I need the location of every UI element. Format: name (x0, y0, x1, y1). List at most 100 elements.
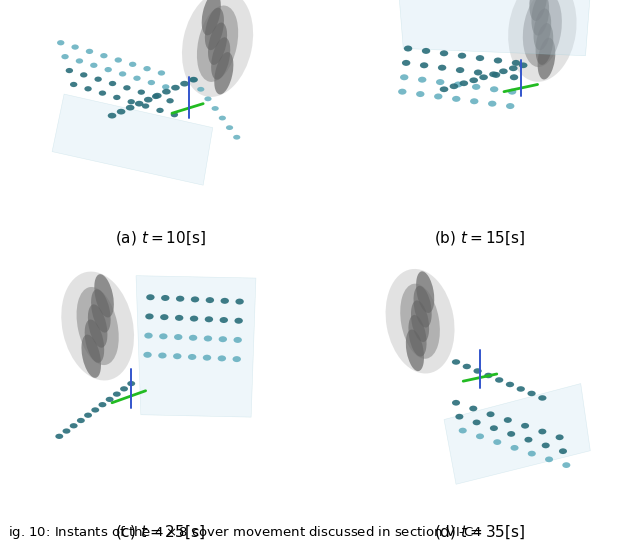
Ellipse shape (197, 5, 238, 82)
Ellipse shape (402, 60, 410, 66)
Ellipse shape (212, 106, 219, 111)
Ellipse shape (413, 286, 432, 328)
Ellipse shape (472, 84, 481, 90)
Ellipse shape (202, 0, 221, 35)
Text: (b) $t = 15$[s]: (b) $t = 15$[s] (435, 229, 525, 247)
Ellipse shape (400, 74, 408, 80)
Ellipse shape (218, 355, 226, 361)
Ellipse shape (469, 77, 478, 83)
Ellipse shape (440, 87, 449, 92)
Ellipse shape (204, 96, 212, 101)
Ellipse shape (538, 38, 556, 80)
Ellipse shape (494, 57, 502, 63)
Ellipse shape (459, 428, 467, 433)
Ellipse shape (99, 402, 106, 407)
Ellipse shape (109, 81, 116, 86)
Ellipse shape (113, 95, 120, 100)
Ellipse shape (385, 269, 454, 373)
Ellipse shape (81, 335, 101, 378)
Ellipse shape (159, 334, 168, 340)
Ellipse shape (84, 319, 104, 363)
Ellipse shape (162, 89, 171, 94)
Ellipse shape (127, 99, 135, 105)
Ellipse shape (171, 112, 178, 117)
Ellipse shape (182, 0, 253, 97)
Ellipse shape (61, 54, 68, 59)
Ellipse shape (234, 318, 243, 324)
Polygon shape (444, 384, 590, 485)
Ellipse shape (538, 395, 547, 401)
Ellipse shape (463, 364, 471, 370)
Ellipse shape (527, 391, 536, 396)
Ellipse shape (492, 72, 500, 78)
Ellipse shape (534, 8, 551, 50)
Polygon shape (52, 94, 212, 185)
Ellipse shape (455, 414, 463, 420)
Ellipse shape (146, 294, 155, 300)
Ellipse shape (95, 76, 102, 82)
Ellipse shape (474, 69, 483, 75)
Ellipse shape (205, 8, 224, 50)
Ellipse shape (221, 298, 229, 304)
Ellipse shape (129, 62, 136, 67)
Ellipse shape (516, 386, 525, 392)
Ellipse shape (57, 40, 65, 45)
Ellipse shape (84, 413, 92, 418)
Ellipse shape (529, 0, 547, 21)
Ellipse shape (460, 81, 468, 86)
Ellipse shape (205, 297, 214, 303)
Ellipse shape (197, 87, 204, 92)
Ellipse shape (204, 336, 212, 342)
Ellipse shape (113, 391, 121, 397)
Ellipse shape (510, 74, 518, 80)
Ellipse shape (190, 77, 197, 82)
Ellipse shape (174, 334, 182, 340)
Ellipse shape (63, 428, 70, 434)
Ellipse shape (450, 83, 458, 89)
Ellipse shape (538, 429, 547, 434)
Ellipse shape (203, 355, 211, 361)
Ellipse shape (189, 335, 197, 341)
Ellipse shape (157, 70, 165, 76)
Ellipse shape (176, 296, 184, 302)
Ellipse shape (116, 109, 125, 114)
Ellipse shape (144, 332, 153, 338)
Ellipse shape (220, 317, 228, 323)
Ellipse shape (440, 50, 448, 56)
Ellipse shape (416, 271, 435, 313)
Ellipse shape (219, 116, 226, 120)
Ellipse shape (504, 417, 512, 423)
Ellipse shape (418, 77, 426, 83)
Ellipse shape (559, 449, 567, 454)
Ellipse shape (153, 93, 162, 99)
Ellipse shape (145, 313, 154, 319)
Ellipse shape (143, 66, 151, 71)
Ellipse shape (470, 98, 479, 104)
Ellipse shape (126, 105, 134, 111)
Ellipse shape (144, 97, 152, 102)
Ellipse shape (521, 423, 529, 429)
Ellipse shape (234, 337, 242, 343)
Ellipse shape (77, 418, 85, 423)
Ellipse shape (232, 356, 241, 362)
Ellipse shape (511, 445, 518, 451)
Ellipse shape (188, 354, 196, 360)
Ellipse shape (156, 108, 164, 113)
Ellipse shape (458, 53, 466, 59)
Polygon shape (399, 0, 590, 56)
Ellipse shape (545, 457, 553, 462)
Ellipse shape (92, 407, 99, 413)
Ellipse shape (100, 53, 108, 58)
Ellipse shape (524, 437, 532, 443)
Ellipse shape (536, 23, 553, 65)
Ellipse shape (80, 72, 88, 77)
Ellipse shape (84, 86, 92, 92)
Ellipse shape (152, 94, 159, 99)
Ellipse shape (180, 81, 189, 87)
Ellipse shape (66, 68, 73, 73)
Ellipse shape (486, 411, 495, 417)
Ellipse shape (190, 316, 198, 322)
Ellipse shape (189, 77, 198, 82)
Ellipse shape (90, 63, 97, 68)
Ellipse shape (133, 76, 141, 81)
